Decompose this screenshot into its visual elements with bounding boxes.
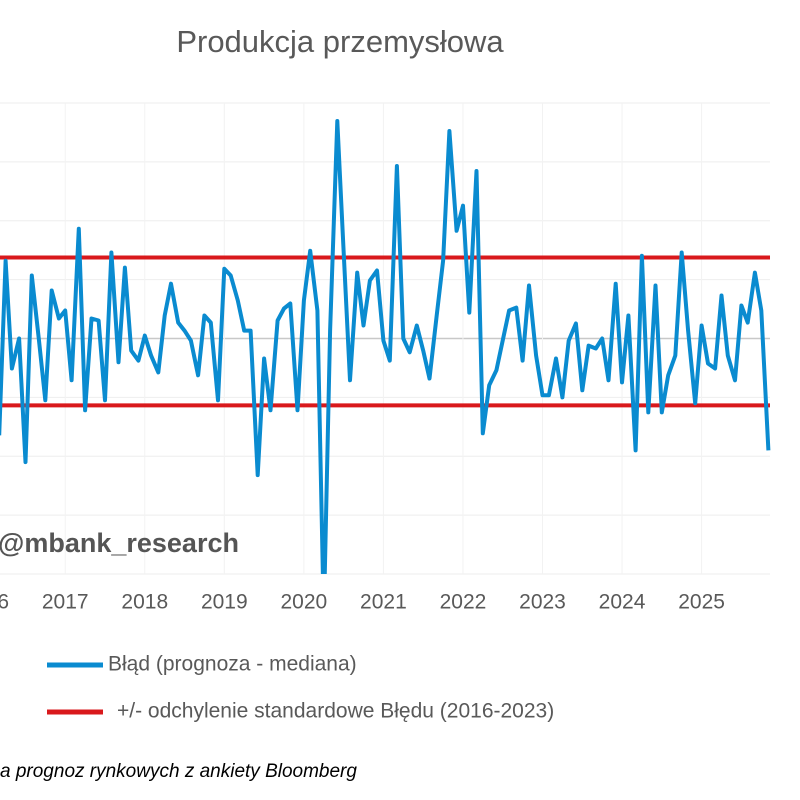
x-tick-label: 2025 [678,591,725,614]
x-tick-label: 2019 [201,591,248,614]
x-tick-label: 2022 [440,591,487,614]
x-tick-label: 2024 [599,591,646,614]
x-tick-label: 2017 [42,591,89,614]
x-tick-label: 2018 [121,591,168,614]
x-tick-label: 2023 [519,591,566,614]
chart-title: Produkcja przemysłowa [176,24,504,59]
series-line [0,119,771,574]
x-tick-label: 2021 [360,591,407,614]
legend-label: Błąd (prognoza - mediana) [108,653,357,676]
x-tick-label: 2020 [281,591,328,614]
watermark: @mbank_research [0,528,239,558]
plot-area [0,119,771,574]
legend-label: +/- odchylenie standardowe Błędu (2016-2… [117,700,554,723]
source-note: a prognoz rynkowych z ankiety Bloomberg [0,761,357,782]
x-tick-label: 2016 [0,591,9,614]
